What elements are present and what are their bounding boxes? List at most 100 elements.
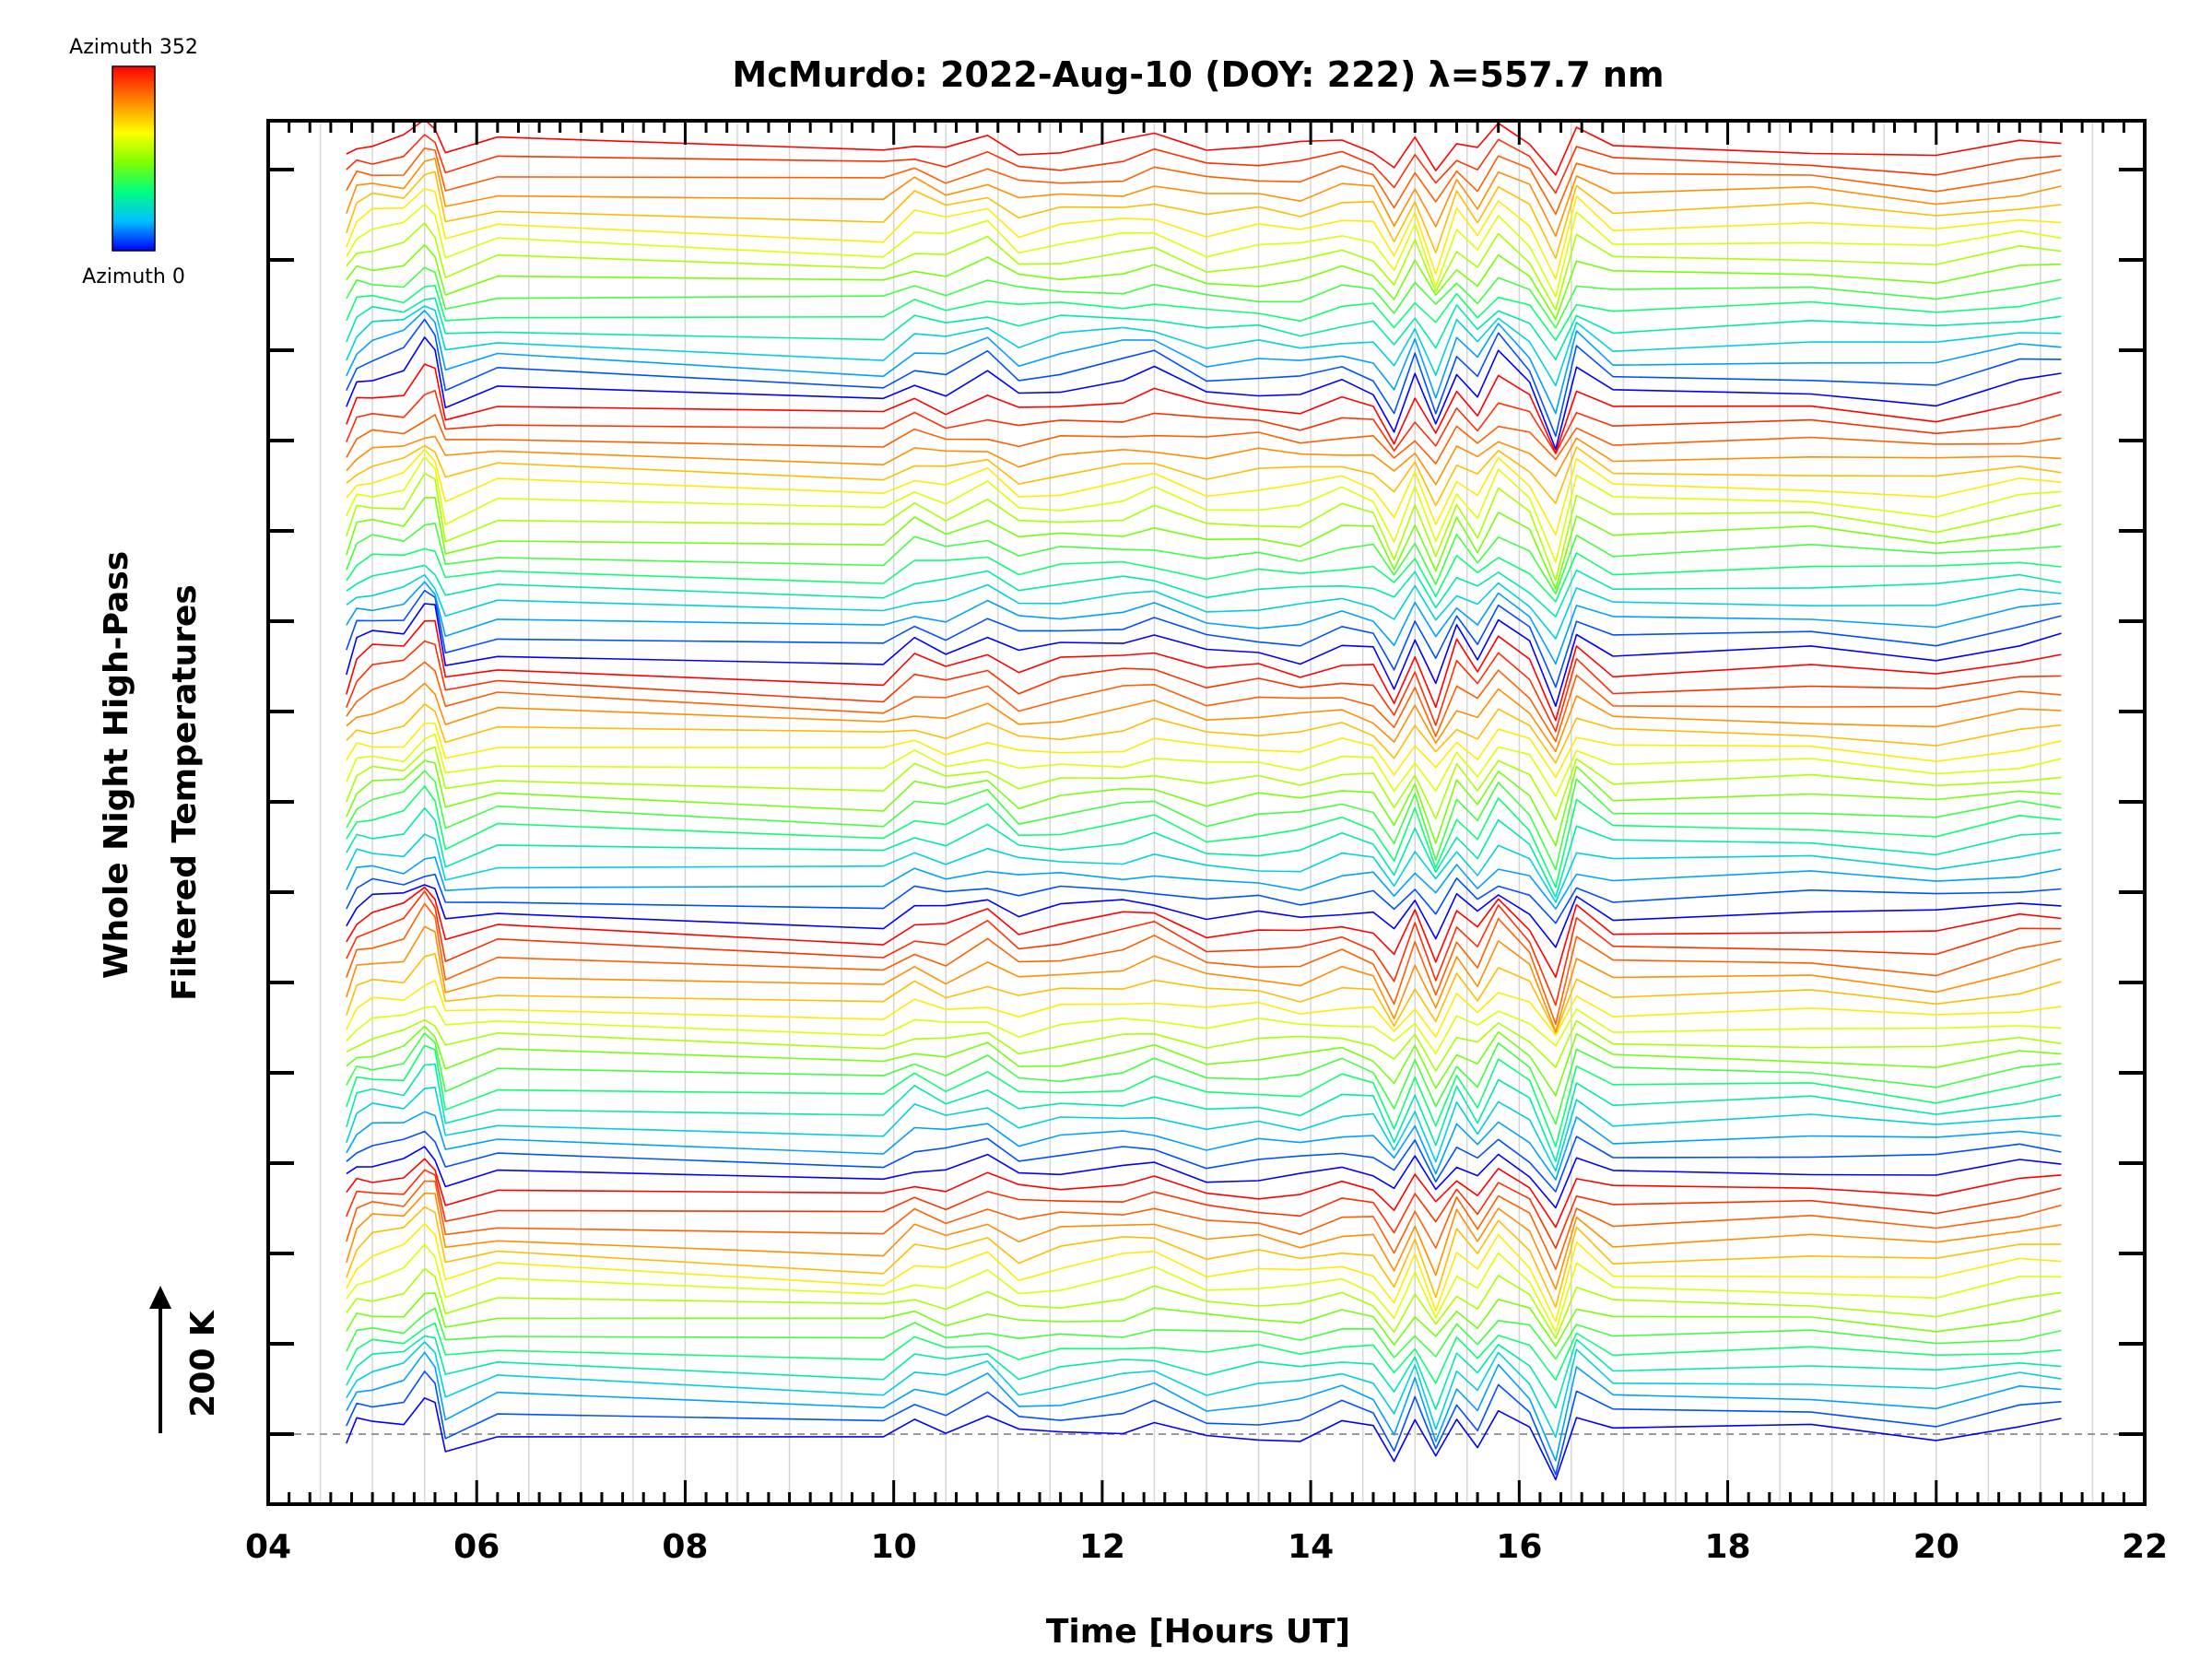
series-line bbox=[346, 1351, 2062, 1462]
series-line bbox=[346, 1111, 2062, 1181]
series-line bbox=[346, 243, 2062, 321]
series-line bbox=[346, 856, 2062, 910]
series-line bbox=[346, 589, 2062, 688]
colorbar bbox=[112, 65, 156, 252]
series-line bbox=[346, 414, 2062, 465]
series-line bbox=[346, 1018, 2062, 1072]
series-line bbox=[346, 363, 2062, 454]
colorbar-top-label: Azimuth 352 bbox=[69, 36, 198, 59]
series-line bbox=[346, 305, 2062, 387]
axis-ticks bbox=[266, 121, 2147, 1504]
series-line bbox=[346, 1032, 2062, 1125]
x-tick-label: 22 bbox=[2122, 1528, 2168, 1566]
scale-arrow-head bbox=[149, 1286, 171, 1309]
series-line bbox=[346, 171, 2062, 260]
series-line bbox=[346, 890, 2062, 1006]
series-line bbox=[346, 1341, 2062, 1438]
x-tick-label: 16 bbox=[1496, 1528, 1542, 1566]
series-line bbox=[346, 746, 2062, 821]
series-line bbox=[346, 1292, 2062, 1347]
series-line bbox=[346, 158, 2062, 238]
series-line bbox=[346, 444, 2062, 507]
series-line bbox=[346, 902, 2062, 1025]
x-axis-label: Time [Hours UT] bbox=[1046, 1613, 1350, 1651]
series-line bbox=[346, 1397, 2062, 1481]
series-line bbox=[346, 1206, 2062, 1309]
x-tick-label: 04 bbox=[245, 1528, 291, 1566]
series-line bbox=[346, 285, 2062, 341]
series-line bbox=[346, 1180, 2062, 1270]
x-tick-label: 20 bbox=[1913, 1528, 1959, 1566]
series-line bbox=[346, 873, 2062, 924]
series-line bbox=[346, 682, 2062, 753]
x-tick-label: 18 bbox=[1705, 1528, 1751, 1566]
x-tick-label: 08 bbox=[662, 1528, 708, 1566]
series-line bbox=[346, 318, 2062, 437]
series-line bbox=[346, 310, 2062, 415]
series-line bbox=[346, 1243, 2062, 1333]
series-line bbox=[346, 547, 2062, 603]
series-line bbox=[346, 581, 2062, 665]
series-line bbox=[346, 435, 2062, 486]
series-line bbox=[346, 523, 2062, 595]
series-line bbox=[346, 266, 2062, 329]
series-line bbox=[346, 603, 2062, 707]
chart-title: McMurdo: 2022-Aug-10 (DOY: 222) λ=557.7 … bbox=[732, 54, 1664, 95]
series-line bbox=[346, 770, 2062, 871]
series-line bbox=[346, 1371, 2062, 1476]
series-line bbox=[346, 886, 2062, 978]
series-line bbox=[346, 472, 2062, 582]
series-line bbox=[346, 1063, 2062, 1162]
y-axis-label-line2: Filtered Temperatures bbox=[166, 584, 204, 1001]
series-line bbox=[346, 703, 2062, 764]
series-line bbox=[346, 1307, 2062, 1360]
series-line bbox=[346, 147, 2062, 216]
series-line bbox=[346, 1158, 2062, 1229]
series-line bbox=[346, 785, 2062, 888]
series-line bbox=[346, 1130, 2062, 1193]
series-line bbox=[346, 203, 2062, 298]
series-line bbox=[346, 134, 2062, 194]
series-line bbox=[346, 722, 2062, 779]
series-line bbox=[346, 1322, 2062, 1384]
plot-frame bbox=[266, 119, 2147, 1506]
series-line bbox=[346, 640, 2062, 733]
series-line bbox=[346, 953, 2062, 1034]
series-line bbox=[346, 497, 2062, 590]
series-line bbox=[346, 121, 2062, 176]
colorbar-bottom-label: Azimuth 0 bbox=[82, 265, 185, 288]
series-line bbox=[346, 1146, 2062, 1209]
x-tick-label: 06 bbox=[453, 1528, 500, 1566]
series-line bbox=[346, 884, 2062, 948]
data-series bbox=[346, 121, 2062, 1481]
x-tick-label: 10 bbox=[871, 1528, 917, 1566]
scale-label: 200 K bbox=[184, 1310, 222, 1418]
series-line bbox=[346, 1087, 2062, 1172]
series-line bbox=[346, 833, 2062, 903]
y-axis-label-line1: Whole Night High-Pass bbox=[98, 551, 135, 979]
x-tick-label: 14 bbox=[1288, 1528, 1334, 1566]
series-line bbox=[346, 297, 2062, 360]
series-line bbox=[346, 1267, 2062, 1340]
series-line bbox=[346, 661, 2062, 743]
series-line bbox=[346, 1006, 2062, 1055]
series-line bbox=[346, 619, 2062, 722]
series-line bbox=[346, 390, 2062, 454]
series-line bbox=[346, 1192, 2062, 1290]
series-line bbox=[346, 759, 2062, 847]
series-line bbox=[346, 573, 2062, 640]
series-line bbox=[346, 564, 2062, 618]
series-line bbox=[346, 456, 2062, 563]
series-line bbox=[346, 336, 2062, 451]
series-line bbox=[346, 807, 2062, 899]
series-line bbox=[346, 187, 2062, 280]
x-tick-labels: 04 06 08 10 12 14 16 18 20 22 bbox=[245, 1528, 2168, 1566]
series-line bbox=[346, 1025, 2062, 1097]
series-line bbox=[346, 1222, 2062, 1323]
series-line bbox=[346, 1044, 2062, 1147]
x-tick-label: 12 bbox=[1079, 1528, 1125, 1566]
series-line bbox=[346, 222, 2062, 311]
series-line bbox=[346, 449, 2062, 536]
series-line bbox=[346, 925, 2062, 1033]
